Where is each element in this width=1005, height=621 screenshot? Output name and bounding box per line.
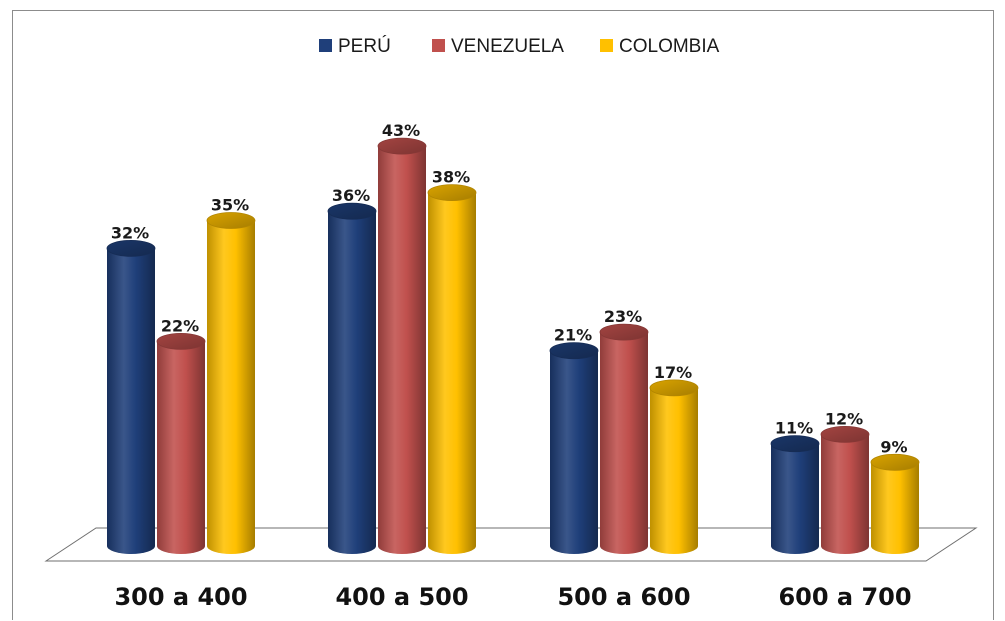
bar-group-400-a-500: 36% 43% 38% — [327, 121, 477, 554]
bar-group-600-a-700: 11% 12% 9% — [770, 409, 920, 554]
bar-top — [106, 239, 156, 257]
bar-group-500-a-600: 21% 23% 17% — [549, 307, 699, 554]
data-label: 12% — [825, 409, 863, 428]
category-labels: 300 a 400 400 a 500 500 a 600 600 a 700 — [114, 583, 911, 611]
data-label: 36% — [332, 186, 370, 205]
chart-frame: PERÚ VENEZUELA COLOMBIA 32% 22% 35% 36% 43% 38%… — [12, 10, 994, 620]
bar-top — [820, 425, 870, 443]
category-label-600-a-700: 600 a 700 — [778, 583, 911, 611]
bar-colombia-600-a-700: 9% — [870, 437, 920, 554]
data-label: 35% — [211, 196, 249, 215]
bar-body — [378, 146, 426, 554]
bar-top — [870, 453, 920, 471]
bar-group-300-a-400: 32% 22% 35% — [106, 196, 256, 554]
bar-top — [649, 379, 699, 397]
bar-top — [770, 435, 820, 453]
bar-body — [550, 350, 598, 554]
bar-peru-500-a-600: 21% — [549, 326, 599, 554]
bars-group: 32% 22% 35% 36% 43% 38% 21% 23% 17% 11% 12% 9% — [106, 121, 920, 554]
legend-item-venezuela: VENEZUELA — [432, 36, 564, 57]
bar-venezuela-300-a-400: 22% — [156, 316, 206, 554]
data-label: 38% — [432, 168, 470, 187]
bar-body — [650, 387, 698, 554]
bar-peru-400-a-500: 36% — [327, 186, 377, 554]
data-label: 32% — [111, 223, 149, 242]
bar-top — [549, 342, 599, 360]
bar-body — [428, 192, 476, 554]
data-label: 22% — [161, 316, 199, 335]
legend-swatch-peru — [319, 39, 332, 52]
bar-colombia-300-a-400: 35% — [206, 196, 256, 554]
data-label: 11% — [775, 419, 813, 438]
chart-floor — [44, 527, 978, 562]
data-label: 9% — [880, 437, 907, 456]
bar-top — [599, 323, 649, 341]
bar-top — [206, 212, 256, 229]
bar-body — [107, 248, 155, 554]
bar-body — [871, 462, 919, 554]
bar-top — [377, 137, 427, 155]
category-label-300-a-400: 300 a 400 — [114, 583, 247, 611]
bar-colombia-500-a-600: 17% — [649, 363, 699, 554]
floor-plane — [44, 527, 978, 562]
bar-top — [327, 202, 377, 220]
bar-peru-600-a-700: 11% — [770, 419, 820, 554]
legend-swatch-colombia — [600, 39, 613, 52]
bar-venezuela-400-a-500: 43% — [377, 121, 427, 554]
chart-svg: PERÚ VENEZUELA COLOMBIA 32% 22% 35% 36% 43% 38%… — [44, 35, 978, 611]
bar-body — [157, 341, 205, 554]
legend-label-peru: PERÚ — [338, 35, 391, 57]
bar-body — [821, 434, 869, 554]
bar-body — [600, 332, 648, 554]
data-label: 23% — [604, 307, 642, 326]
data-label: 43% — [382, 121, 420, 140]
bar-venezuela-600-a-700: 12% — [820, 409, 870, 554]
data-label: 17% — [654, 363, 692, 382]
bar-peru-300-a-400: 32% — [106, 223, 156, 554]
bar-top — [427, 184, 477, 202]
legend-label-venezuela: VENEZUELA — [451, 36, 564, 57]
bar-top — [156, 332, 206, 350]
bar-body — [207, 220, 255, 554]
legend-swatch-venezuela — [432, 39, 445, 52]
bar-colombia-400-a-500: 38% — [427, 168, 477, 554]
legend: PERÚ VENEZUELA COLOMBIA — [319, 35, 720, 57]
category-label-500-a-600: 500 a 600 — [557, 583, 690, 611]
bar-body — [771, 443, 819, 554]
legend-item-peru: PERÚ — [319, 35, 391, 57]
legend-item-colombia: COLOMBIA — [600, 36, 720, 57]
legend-label-colombia: COLOMBIA — [619, 36, 720, 57]
data-label: 21% — [554, 326, 592, 345]
bar-body — [328, 211, 376, 554]
bar-venezuela-500-a-600: 23% — [599, 307, 649, 554]
category-label-400-a-500: 400 a 500 — [335, 583, 468, 611]
